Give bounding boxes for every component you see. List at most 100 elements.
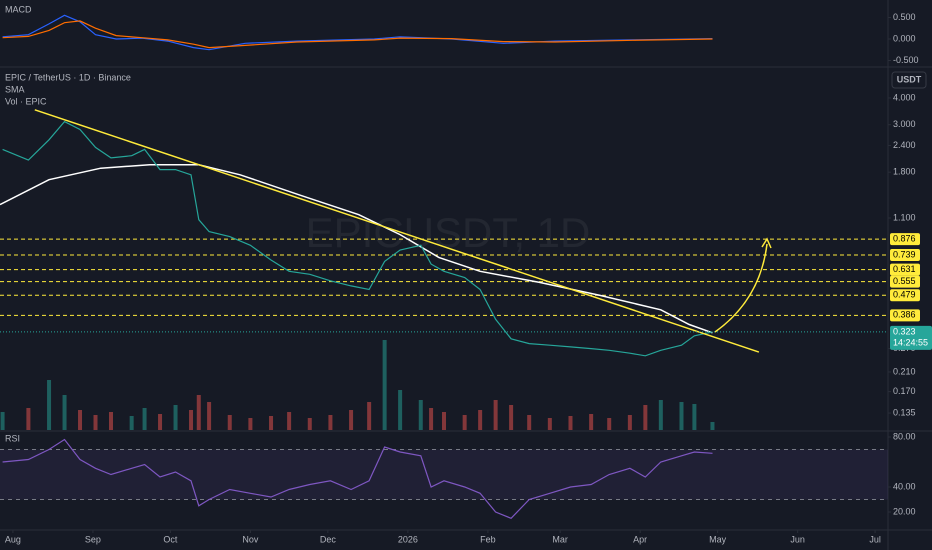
x-tick-label: Nov [242, 534, 259, 544]
volume-bar [173, 405, 178, 430]
last-price-label: 0.323 [893, 326, 916, 336]
volume-bar [692, 404, 697, 430]
level-label-box [890, 275, 920, 288]
volume-bar [442, 412, 446, 430]
x-tick-label: Apr [633, 534, 647, 544]
y-tick-label: 40.00 [893, 481, 916, 491]
indicator-line [2, 20, 713, 49]
volume-bar [142, 408, 147, 430]
volume-bar [62, 395, 67, 430]
volume-bar [47, 380, 52, 430]
volume-bar [478, 410, 483, 430]
volume-bar [367, 402, 372, 430]
indicator-line [2, 438, 713, 520]
volume-bar [398, 390, 403, 430]
x-tick-label: Jun [790, 534, 805, 544]
level-label-box [890, 263, 920, 276]
volume-bar [109, 412, 113, 430]
rsi-band [0, 449, 888, 500]
volume-bar [493, 400, 498, 430]
volume-bar [589, 414, 594, 430]
volume-bar [710, 422, 715, 430]
x-tick-label: May [709, 534, 727, 544]
y-tick-label: 0.135 [893, 407, 916, 417]
pane-title: MACD [5, 4, 32, 14]
volume-bar [462, 415, 467, 430]
volume-bar [26, 408, 31, 430]
pane-title: RSI [5, 433, 20, 443]
volume-bar [382, 340, 387, 430]
volume-bar [129, 416, 134, 430]
volume-bar [547, 418, 552, 430]
level-label-box [890, 289, 920, 302]
x-tick-label: Sep [85, 534, 101, 544]
indicator-line [2, 14, 713, 51]
volume-bar [93, 415, 98, 430]
volume-bar [568, 416, 573, 430]
volume-bar [189, 410, 194, 430]
volume-bar [158, 414, 163, 430]
price-line [2, 120, 713, 357]
x-tick-label: Oct [163, 534, 178, 544]
countdown-label: 14:24:55 [893, 337, 928, 347]
y-tick-label: 0.210 [893, 366, 916, 376]
legend-entry: SMA [5, 84, 25, 94]
level-label-box [890, 248, 920, 261]
y-tick-label: 0.500 [893, 12, 916, 22]
volume-bar [307, 418, 312, 430]
y-tick-label: 0.170 [893, 386, 916, 396]
y-tick-label: 3.000 [893, 119, 916, 129]
unit-box [891, 71, 927, 89]
volume-bar [248, 418, 253, 430]
level-label: 0.631 [893, 264, 916, 274]
watermark: EPICUSDT, 1D [306, 209, 591, 256]
volume-bar [509, 405, 514, 430]
trendline [34, 109, 760, 353]
volume-bar [627, 415, 632, 430]
volume-bar [658, 400, 663, 430]
level-label: 0.386 [893, 310, 916, 320]
y-tick-label: 1.100 [893, 212, 916, 222]
volume-bar [607, 418, 612, 430]
volume-bar [679, 402, 684, 430]
level-label-box [890, 233, 920, 246]
level-label: 0.479 [893, 290, 916, 300]
y-tick-label: 80.00 [893, 431, 916, 441]
volume-bar [269, 416, 274, 430]
volume-bar [287, 412, 292, 430]
y-tick-label: -0.500 [893, 55, 919, 65]
y-tick-label: 20.00 [893, 506, 916, 516]
x-tick-label: 2026 [398, 534, 418, 544]
volume-bar [429, 408, 434, 430]
level-label: 0.739 [893, 249, 916, 259]
x-tick-label: Dec [320, 534, 337, 544]
unit-label: USDT [897, 74, 922, 84]
volume-bar [349, 410, 354, 430]
y-tick-label: 1.800 [893, 167, 916, 177]
volume-bar [78, 410, 83, 430]
level-label: 0.555 [893, 276, 916, 286]
x-tick-label: Mar [552, 534, 568, 544]
last-price-box [890, 325, 932, 350]
pane-title: EPIC / TetherUS · 1D · Binance [5, 72, 131, 82]
arrow [714, 243, 768, 333]
volume-bar [328, 415, 333, 430]
volume-bar [227, 415, 232, 430]
level-label: 0.876 [893, 234, 916, 244]
volume-bar [418, 400, 423, 430]
y-tick-label: 4.000 [893, 92, 916, 102]
legend-entry: Vol · EPIC [5, 96, 47, 106]
x-tick-label: Aug [5, 534, 21, 544]
volume-bar [207, 402, 212, 430]
volume-bar [0, 412, 5, 430]
y-tick-label: 2.400 [893, 140, 916, 150]
x-tick-label: Jul [869, 534, 881, 544]
volume-bar [643, 405, 648, 430]
x-tick-label: Feb [480, 534, 496, 544]
volume-bar [527, 415, 532, 430]
level-label-box [890, 309, 920, 322]
y-tick-label: 0.000 [893, 33, 916, 43]
volume-bar [196, 395, 201, 430]
